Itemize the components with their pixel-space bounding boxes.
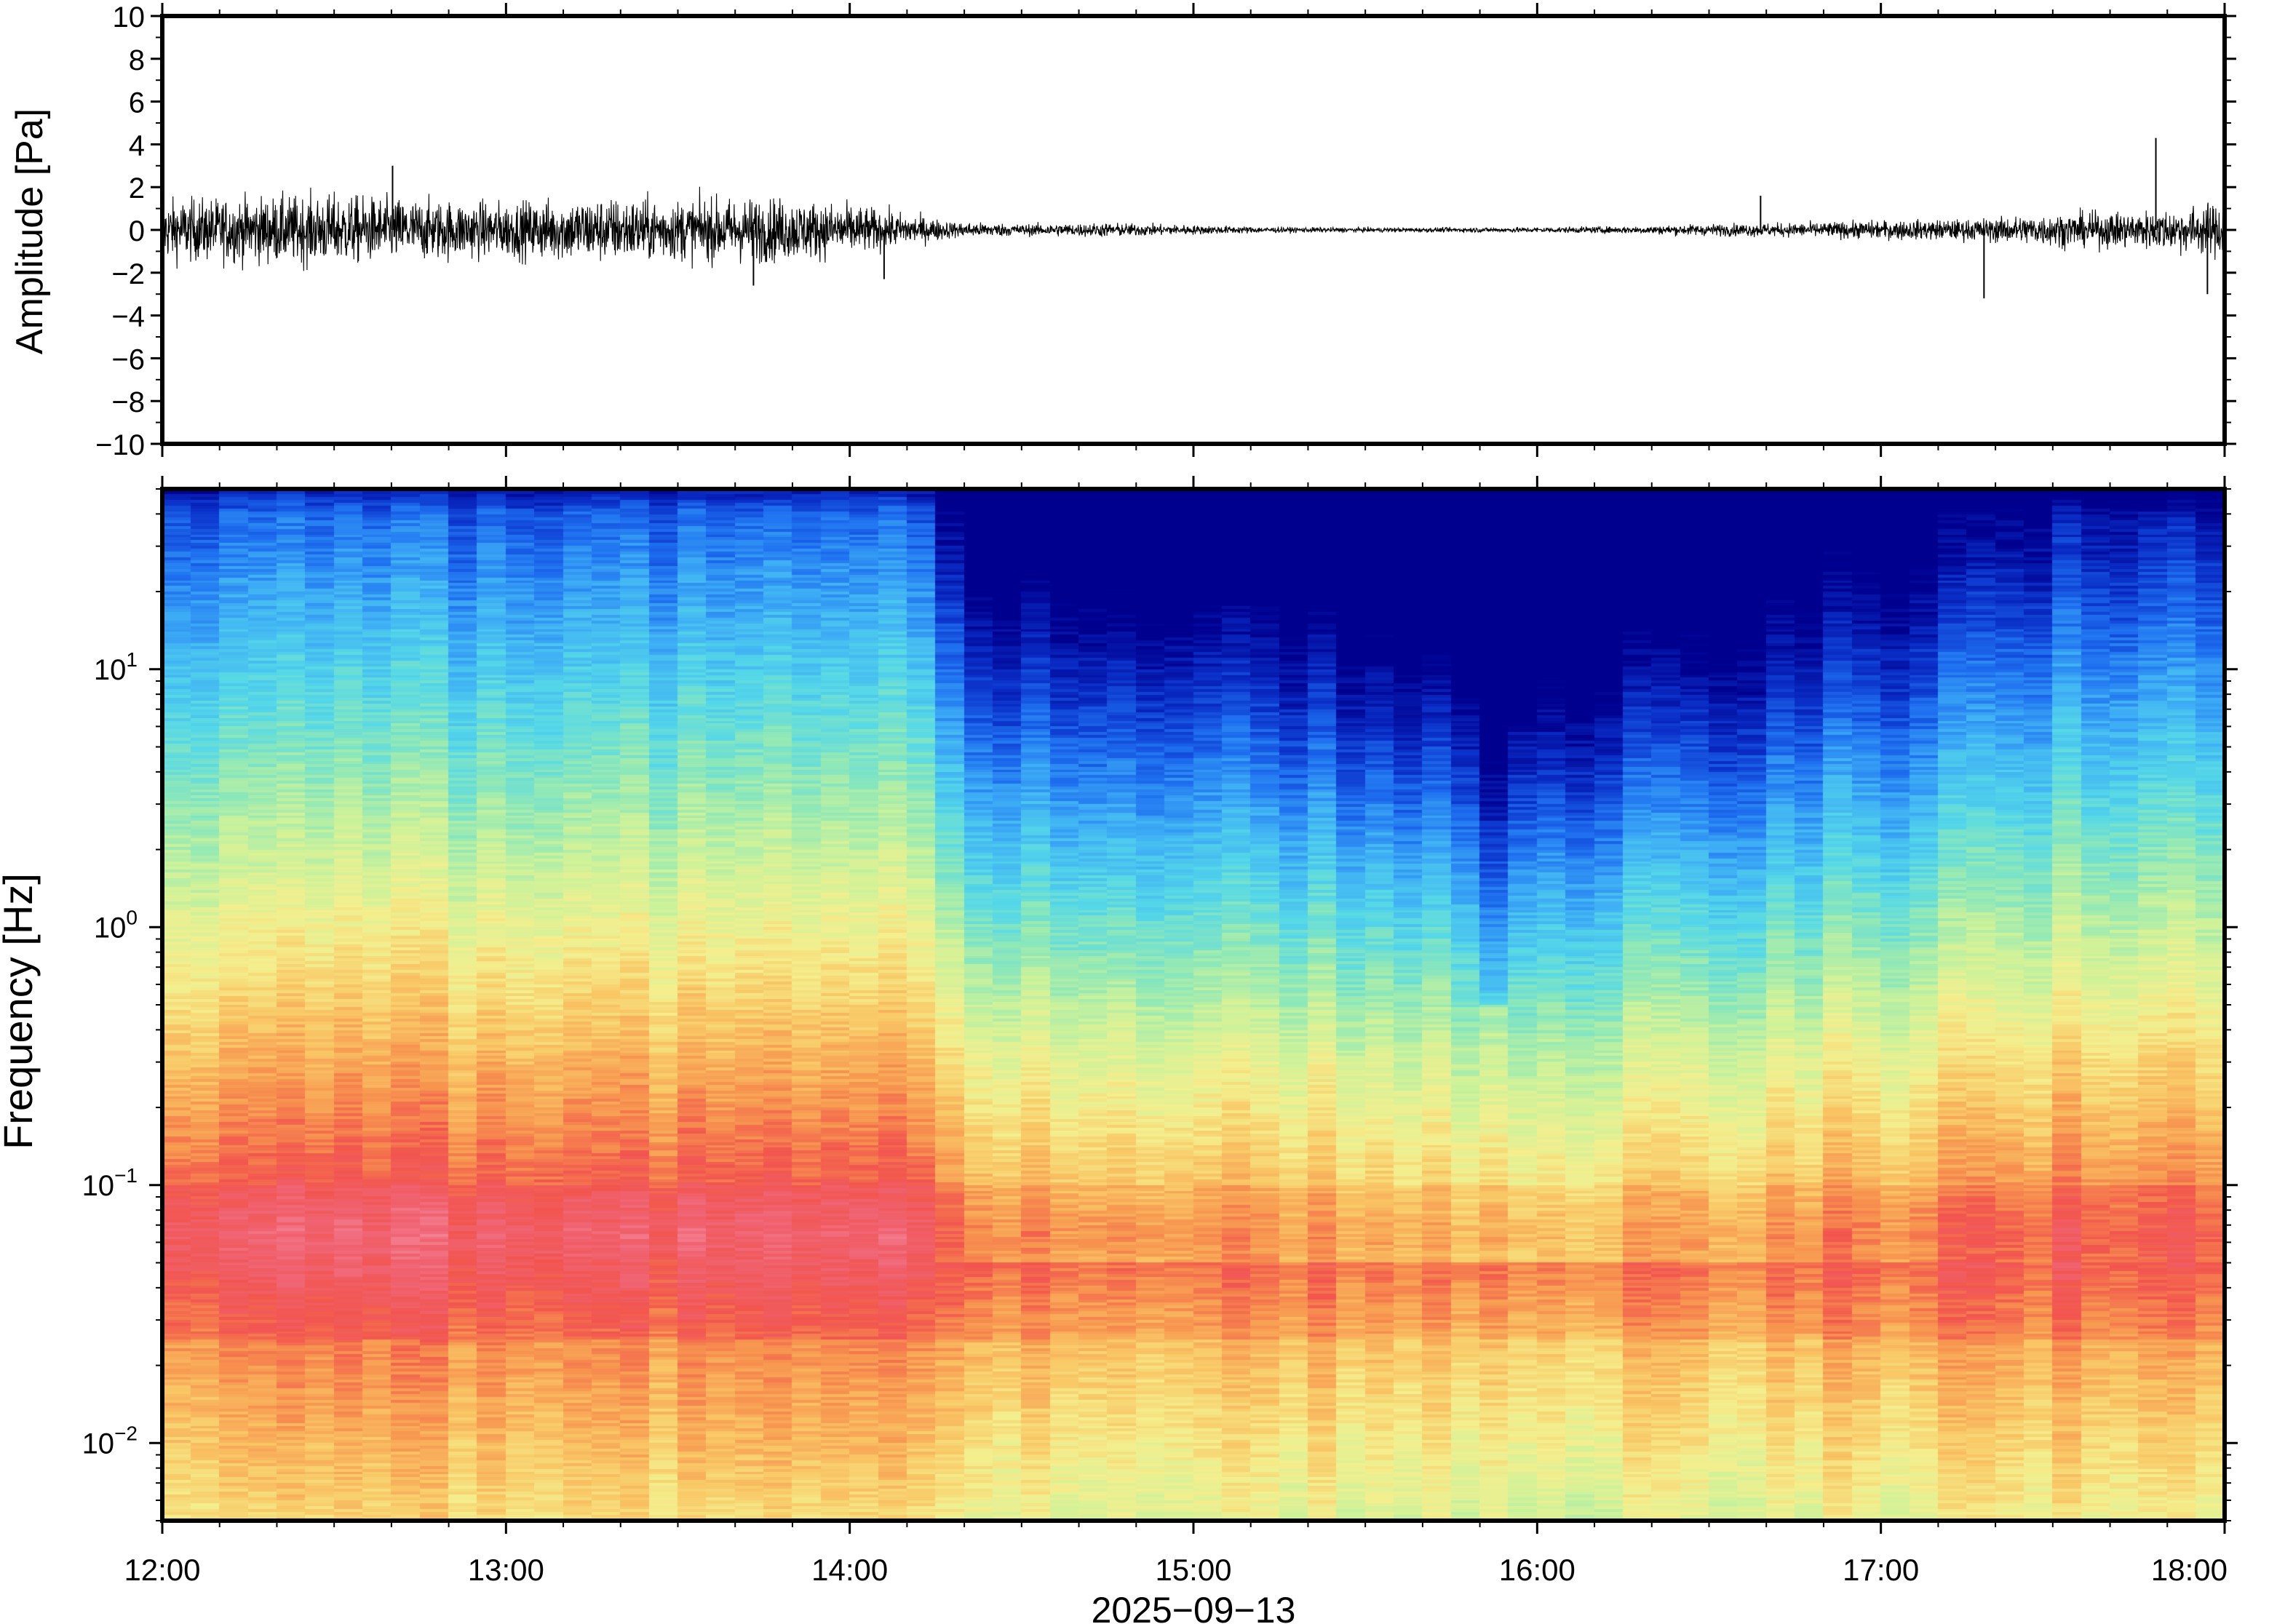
spectrogram-x-axis-title: 2025−09−13: [1092, 1590, 1296, 1624]
waveform-y-tick-label: −2: [111, 258, 145, 290]
spectrogram-image: [162, 489, 2225, 1521]
spectrogram-y-tick-label: 101: [94, 648, 138, 686]
waveform-frame: [160, 14, 2227, 446]
spectrogram-x-tick-label: 17:00: [1843, 1553, 1919, 1587]
spectrogram-x-tick-label: 16:00: [1499, 1553, 1575, 1587]
spectrogram-y-axis-title: Frequency [Hz]: [0, 873, 41, 1150]
spectrogram-y-tick-label: 100: [94, 906, 138, 944]
spectrogram-y-axis: 101 100 10−1 10−2: [82, 488, 2238, 1521]
spectrogram-x-tick-label: 14:00: [811, 1553, 888, 1587]
waveform-y-tick-label: 6: [129, 87, 145, 119]
spectrogram-x-tick-label: 12:00: [124, 1553, 200, 1587]
waveform-trace: [162, 138, 2225, 299]
waveform-y-tick-label: −8: [111, 386, 145, 418]
waveform-y-tick-label: −6: [111, 343, 145, 375]
spectrogram-y-tick-label: 10−2: [82, 1422, 138, 1460]
spectrogram-heatmap: [162, 489, 2225, 1521]
spectrogram-x-tick-label: 15:00: [1155, 1553, 1231, 1587]
spectrogram-y-tick-label: 10−1: [82, 1164, 138, 1202]
spectrogram-panel: 101 100 10−1 10−2 12:00 13:00 14:00 15:00 16:00…: [0, 476, 2238, 1624]
waveform-y-tick-label: 0: [129, 215, 145, 247]
spectrogram-frame: [160, 487, 2227, 1523]
waveform-y-tick-label: −4: [111, 301, 145, 333]
waveform-y-axis: 10 8 6 4 2 0 −2 −4 −6 −8 −10: [95, 1, 2236, 461]
waveform-y-tick-label: 10: [113, 1, 146, 33]
waveform-line: [162, 186, 2225, 271]
waveform-panel: 10 8 6 4 2 0 −2 −4 −6 −8 −10 Amplitude [Pa]: [9, 1, 2236, 461]
waveform-y-tick-label: −10: [95, 429, 145, 461]
waveform-y-axis-title: Amplitude [Pa]: [9, 108, 51, 354]
spectrogram-x-tick-label: 13:00: [468, 1553, 544, 1587]
waveform-y-tick-label: 4: [129, 130, 145, 162]
spectrogram-x-tick-label: 18:00: [2151, 1553, 2228, 1587]
waveform-y-tick-label: 8: [129, 44, 145, 76]
waveform-y-tick-label: 2: [129, 172, 145, 204]
